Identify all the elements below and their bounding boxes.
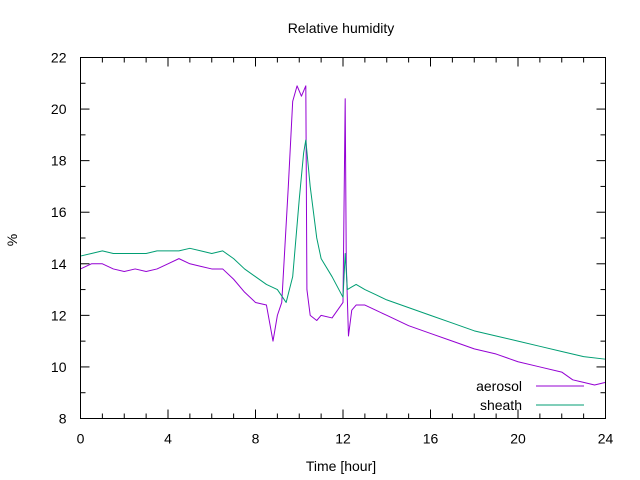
plot-frame [80, 57, 606, 419]
chart-title: Relative humidity [288, 20, 395, 36]
x-tick-label: 20 [510, 431, 526, 447]
y-tick-label: 10 [51, 359, 67, 375]
x-tick-label: 12 [335, 431, 351, 447]
x-axis-label: Time [hour] [306, 458, 376, 474]
y-tick-label: 22 [51, 50, 67, 66]
x-tick-label: 16 [423, 431, 439, 447]
series-layer [80, 85, 606, 386]
x-tick-label: 0 [77, 431, 85, 447]
y-tick-label: 14 [51, 256, 67, 272]
x-tick-label: 24 [598, 431, 614, 447]
y-tick-label: 8 [59, 411, 67, 427]
y-tick-label: 18 [51, 153, 67, 169]
legend: aerosol sheath [476, 378, 584, 413]
legend-label-sheath: sheath [480, 397, 522, 413]
x-tick-label: 8 [252, 431, 260, 447]
y-tick-label: 20 [51, 101, 67, 117]
y-tick-label: 12 [51, 307, 67, 323]
y-axis-label: % [4, 234, 20, 246]
legend-label-aerosol: aerosol [476, 378, 522, 394]
series-line-aerosol [80, 85, 606, 386]
y-tick-label: 16 [51, 204, 67, 220]
x-tick-label: 4 [164, 431, 172, 447]
ticks-layer: 8 10 12 14 16 18 20 22 0 4 8 12 16 20 24 [51, 50, 614, 447]
series-line-sheath [80, 139, 606, 360]
